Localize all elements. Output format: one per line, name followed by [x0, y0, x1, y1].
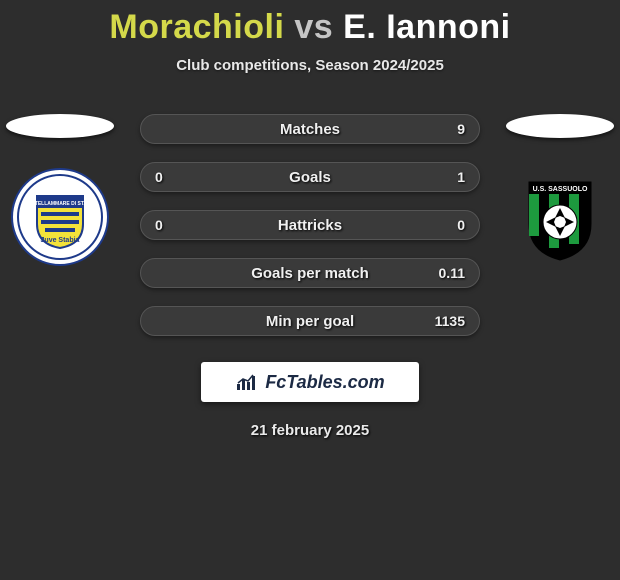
stat-label: Hattricks [141, 217, 479, 234]
comparison-title: Morachioli vs E. Iannoni [0, 0, 620, 47]
player2-club-crest: U.S. SASSUOLO [511, 168, 609, 266]
stat-right-value: 9 [457, 121, 465, 137]
stat-right-value: 1 [457, 169, 465, 185]
player1-flag-oval [6, 114, 114, 138]
stat-row-hattricks: 0 Hattricks 0 [140, 210, 480, 240]
comparison-content: CASTELLAMMARE DI STABIA Juve Stabia U.S.… [0, 114, 620, 439]
stat-row-goals-per-match: Goals per match 0.11 [140, 258, 480, 288]
left-badge-area: CASTELLAMMARE DI STABIA Juve Stabia [0, 114, 120, 266]
brand-badge: FcTables.com [201, 362, 419, 402]
player1-club-crest: CASTELLAMMARE DI STABIA Juve Stabia [11, 168, 109, 266]
sassuolo-crest-icon: U.S. SASSUOLO [511, 168, 609, 266]
player2-flag-oval [506, 114, 614, 138]
subtitle: Club competitions, Season 2024/2025 [0, 57, 620, 74]
bar-chart-icon [235, 372, 261, 392]
player2-name: E. Iannoni [343, 8, 510, 46]
svg-text:CASTELLAMMARE DI STABIA: CASTELLAMMARE DI STABIA [24, 201, 96, 207]
stat-label: Goals [141, 169, 479, 186]
stat-right-value: 0.11 [439, 265, 465, 281]
stat-row-min-per-goal: Min per goal 1135 [140, 306, 480, 336]
stat-right-value: 0 [457, 217, 465, 233]
stat-row-matches: Matches 9 [140, 114, 480, 144]
stat-label: Matches [141, 121, 479, 138]
juve-stabia-crest-icon: CASTELLAMMARE DI STABIA Juve Stabia [11, 168, 109, 266]
stat-label: Min per goal [141, 313, 479, 330]
vs-text: vs [294, 8, 333, 46]
stat-row-goals: 0 Goals 1 [140, 162, 480, 192]
stat-left-value: 0 [155, 217, 163, 233]
stat-left-value: 0 [155, 169, 163, 185]
brand-text: FcTables.com [265, 372, 384, 393]
svg-text:Juve Stabia: Juve Stabia [41, 237, 80, 244]
stat-right-value: 1135 [435, 313, 465, 329]
stat-label: Goals per match [141, 265, 479, 282]
stat-rows: Matches 9 0 Goals 1 0 Hattricks 0 Goals … [140, 114, 480, 336]
player1-name: Morachioli [109, 8, 284, 46]
date-text: 21 february 2025 [0, 422, 620, 439]
svg-text:U.S. SASSUOLO: U.S. SASSUOLO [533, 186, 588, 193]
right-badge-area: U.S. SASSUOLO [500, 114, 620, 266]
